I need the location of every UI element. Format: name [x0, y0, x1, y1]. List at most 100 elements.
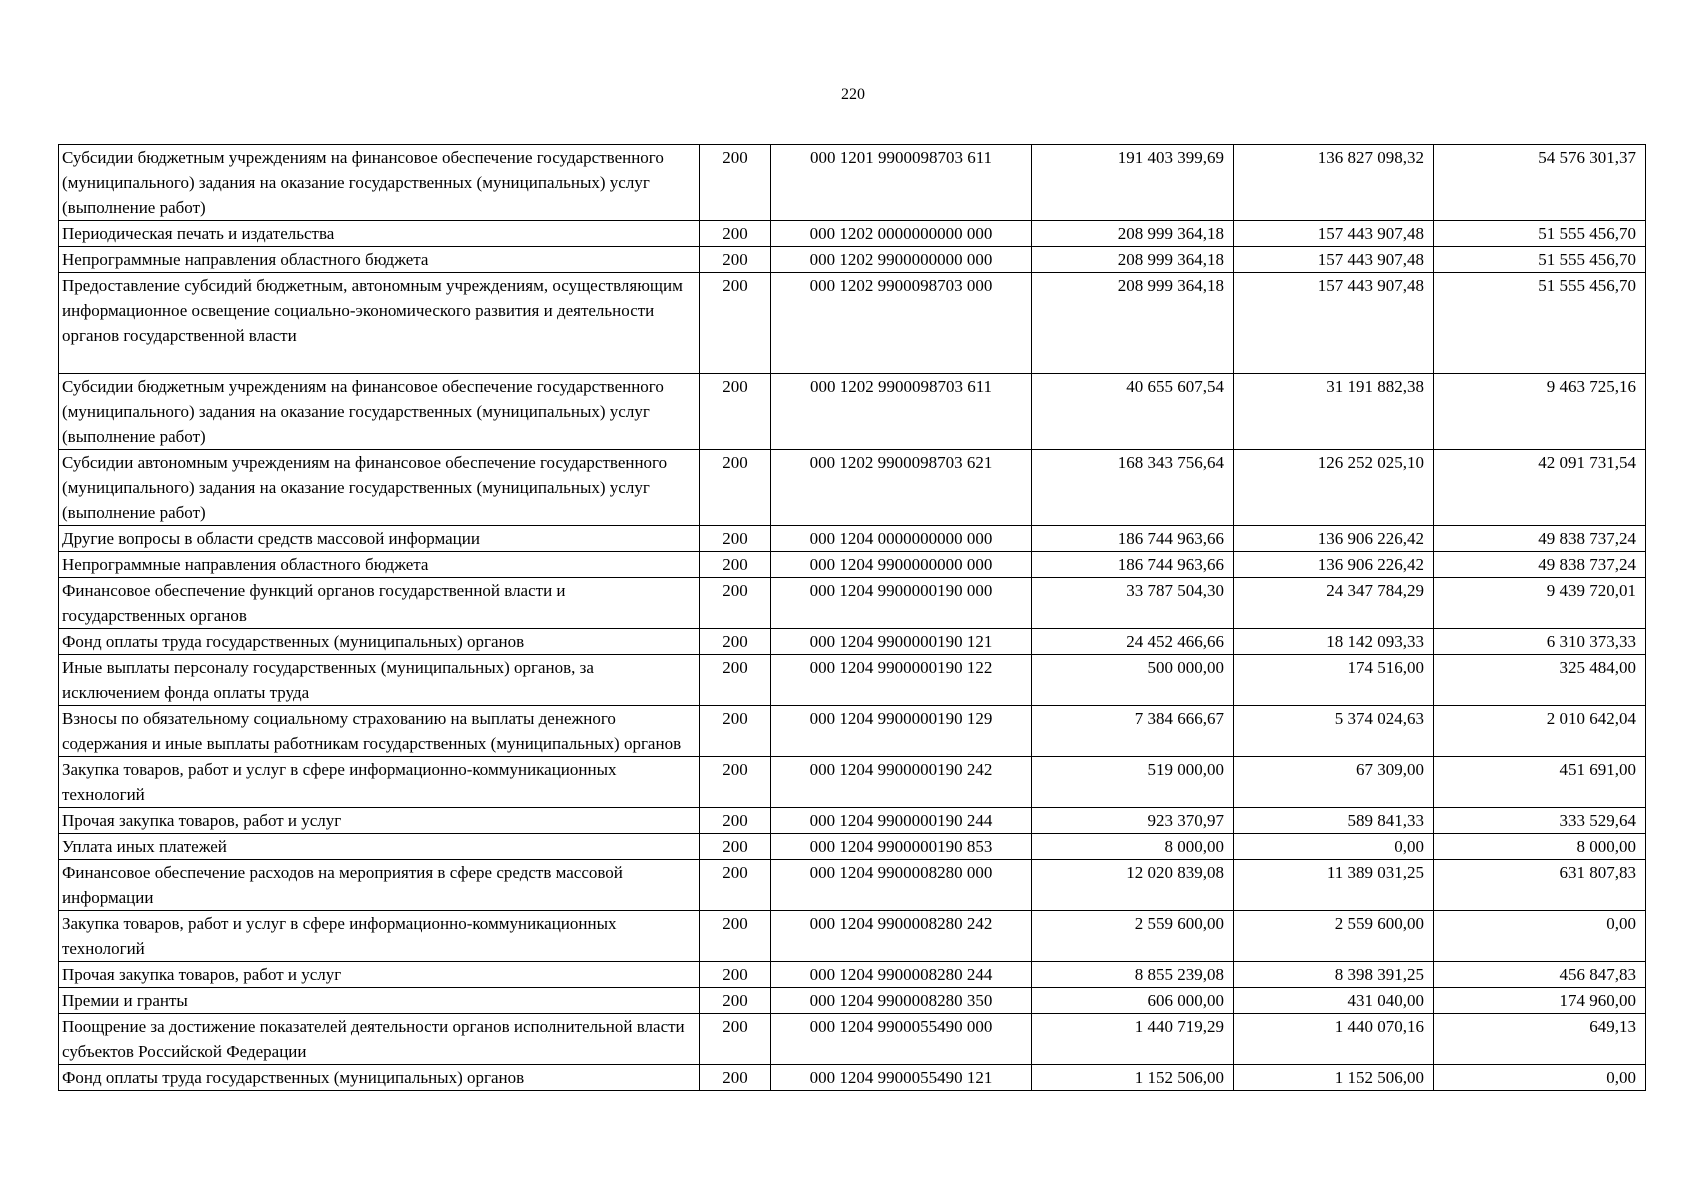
row-amount-executed: 589 841,33	[1233, 807, 1434, 834]
row-classification-code: 000 1204 9900000190 129	[770, 705, 1032, 757]
table-row: Фонд оплаты труда государственных (муниц…	[58, 1064, 1646, 1091]
row-amount-executed: 126 252 025,10	[1233, 449, 1434, 526]
row-amount-executed: 2 559 600,00	[1233, 910, 1434, 962]
row-group-code: 200	[699, 910, 771, 962]
row-amount-assigned: 40 655 607,54	[1031, 373, 1234, 450]
row-classification-code: 000 1202 9900000000 000	[770, 246, 1032, 273]
row-group-code: 200	[699, 859, 771, 911]
row-amount-remaining: 456 847,83	[1433, 961, 1646, 988]
row-classification-code: 000 1204 0000000000 000	[770, 525, 1032, 552]
row-amount-assigned: 2 559 600,00	[1031, 910, 1234, 962]
row-amount-remaining: 51 555 456,70	[1433, 272, 1646, 374]
row-group-code: 200	[699, 807, 771, 834]
row-amount-assigned: 500 000,00	[1031, 654, 1234, 706]
row-classification-code: 000 1204 9900000190 853	[770, 833, 1032, 860]
row-amount-assigned: 168 343 756,64	[1031, 449, 1234, 526]
row-group-code: 200	[699, 373, 771, 450]
row-amount-assigned: 33 787 504,30	[1031, 577, 1234, 629]
row-classification-code: 000 1201 9900098703 611	[770, 144, 1032, 221]
table-row: Закупка товаров, работ и услуг в сфере и…	[58, 910, 1646, 962]
table-row: Премии и гранты 200 000 1204 9900008280 35…	[58, 987, 1646, 1014]
row-amount-executed: 1 152 506,00	[1233, 1064, 1434, 1091]
row-group-code: 200	[699, 1064, 771, 1091]
row-amount-assigned: 1 440 719,29	[1031, 1013, 1234, 1065]
row-classification-code: 000 1204 9900000190 122	[770, 654, 1032, 706]
row-amount-assigned: 606 000,00	[1031, 987, 1234, 1014]
row-group-code: 200	[699, 987, 771, 1014]
table-row: Субсидии бюджетным учреждениям на финанс…	[58, 373, 1646, 450]
row-name: Прочая закупка товаров, работ и услуг	[58, 807, 700, 834]
table-row: Предоставление субсидий бюджетным, автон…	[58, 272, 1646, 374]
row-name: Предоставление субсидий бюджетным, автон…	[58, 272, 700, 374]
row-amount-assigned: 186 744 963,66	[1031, 551, 1234, 578]
row-amount-remaining: 174 960,00	[1433, 987, 1646, 1014]
row-name: Премии и гранты	[58, 987, 700, 1014]
row-amount-assigned: 1 152 506,00	[1031, 1064, 1234, 1091]
table-row: Субсидии бюджетным учреждениям на финанс…	[58, 144, 1646, 221]
row-group-code: 200	[699, 756, 771, 808]
row-amount-remaining: 54 576 301,37	[1433, 144, 1646, 221]
row-name: Закупка товаров, работ и услуг в сфере и…	[58, 910, 700, 962]
row-amount-remaining: 325 484,00	[1433, 654, 1646, 706]
row-amount-remaining: 49 838 737,24	[1433, 551, 1646, 578]
row-amount-executed: 136 906 226,42	[1233, 551, 1434, 578]
table-row: Фонд оплаты труда государственных (муниц…	[58, 628, 1646, 655]
row-amount-remaining: 42 091 731,54	[1433, 449, 1646, 526]
row-amount-executed: 5 374 024,63	[1233, 705, 1434, 757]
row-name: Уплата иных платежей	[58, 833, 700, 860]
row-amount-remaining: 631 807,83	[1433, 859, 1646, 911]
row-name: Прочая закупка товаров, работ и услуг	[58, 961, 700, 988]
row-amount-assigned: 24 452 466,66	[1031, 628, 1234, 655]
row-amount-executed: 157 443 907,48	[1233, 220, 1434, 247]
row-amount-executed: 174 516,00	[1233, 654, 1434, 706]
row-name: Взносы по обязательному социальному стра…	[58, 705, 700, 757]
row-name: Непрограммные направления областного бюд…	[58, 551, 700, 578]
row-group-code: 200	[699, 705, 771, 757]
row-classification-code: 000 1204 9900008280 244	[770, 961, 1032, 988]
budget-table: Субсидии бюджетным учреждениям на финанс…	[58, 144, 1646, 1091]
table-row: Прочая закупка товаров, работ и услуг 200…	[58, 807, 1646, 834]
row-amount-executed: 157 443 907,48	[1233, 272, 1434, 374]
row-classification-code: 000 1202 9900098703 611	[770, 373, 1032, 450]
table-row: Финансовое обеспечение функций органов г…	[58, 577, 1646, 629]
row-amount-assigned: 208 999 364,18	[1031, 272, 1234, 374]
row-group-code: 200	[699, 246, 771, 273]
row-group-code: 200	[699, 833, 771, 860]
row-classification-code: 000 1202 9900098703 000	[770, 272, 1032, 374]
row-amount-remaining: 9 463 725,16	[1433, 373, 1646, 450]
row-amount-remaining: 2 010 642,04	[1433, 705, 1646, 757]
row-name: Фонд оплаты труда государственных (муниц…	[58, 1064, 700, 1091]
row-classification-code: 000 1202 9900098703 621	[770, 449, 1032, 526]
row-classification-code: 000 1204 9900008280 350	[770, 987, 1032, 1014]
row-classification-code: 000 1204 9900000000 000	[770, 551, 1032, 578]
row-amount-assigned: 8 855 239,08	[1031, 961, 1234, 988]
row-amount-assigned: 519 000,00	[1031, 756, 1234, 808]
row-amount-remaining: 0,00	[1433, 910, 1646, 962]
row-group-code: 200	[699, 449, 771, 526]
row-group-code: 200	[699, 577, 771, 629]
row-classification-code: 000 1204 9900000190 000	[770, 577, 1032, 629]
row-amount-executed: 157 443 907,48	[1233, 246, 1434, 273]
table-row: Непрограммные направления областного бюд…	[58, 246, 1646, 273]
row-amount-remaining: 6 310 373,33	[1433, 628, 1646, 655]
row-amount-assigned: 12 020 839,08	[1031, 859, 1234, 911]
row-name: Периодическая печать и издательства	[58, 220, 700, 247]
row-classification-code: 000 1202 0000000000 000	[770, 220, 1032, 247]
row-amount-executed: 18 142 093,33	[1233, 628, 1434, 655]
row-name: Субсидии автономным учреждениям на финан…	[58, 449, 700, 526]
row-group-code: 200	[699, 272, 771, 374]
row-name: Финансовое обеспечение расходов на мероп…	[58, 859, 700, 911]
table-row: Уплата иных платежей 200 000 1204 99000001…	[58, 833, 1646, 860]
row-amount-executed: 67 309,00	[1233, 756, 1434, 808]
row-name: Закупка товаров, работ и услуг в сфере и…	[58, 756, 700, 808]
row-classification-code: 000 1204 9900008280 242	[770, 910, 1032, 962]
table-row: Взносы по обязательному социальному стра…	[58, 705, 1646, 757]
row-group-code: 200	[699, 654, 771, 706]
row-amount-assigned: 208 999 364,18	[1031, 246, 1234, 273]
table-row: Прочая закупка товаров, работ и услуг 200…	[58, 961, 1646, 988]
row-amount-remaining: 333 529,64	[1433, 807, 1646, 834]
row-amount-remaining: 8 000,00	[1433, 833, 1646, 860]
row-amount-executed: 1 440 070,16	[1233, 1013, 1434, 1065]
row-amount-executed: 431 040,00	[1233, 987, 1434, 1014]
row-amount-assigned: 923 370,97	[1031, 807, 1234, 834]
